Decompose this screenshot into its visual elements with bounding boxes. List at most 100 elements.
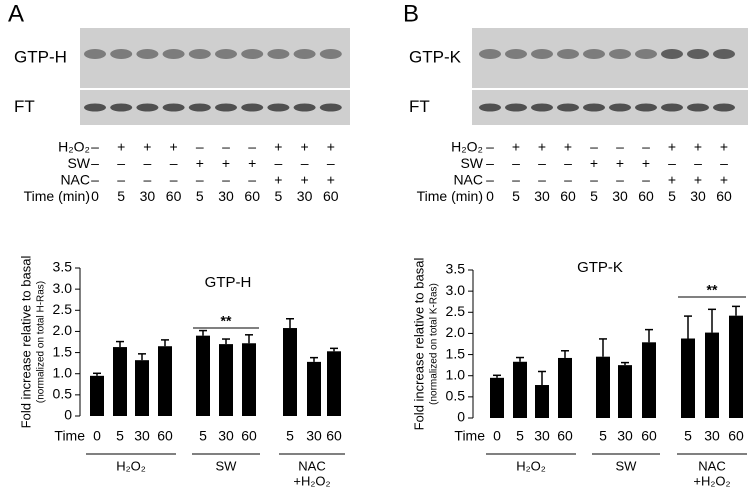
treatment-value: + (616, 155, 624, 171)
treatment-value: 30 (297, 188, 313, 204)
treatment-value: 5 (117, 188, 125, 204)
treatment-value: – (170, 172, 178, 188)
treatment-value: – (222, 139, 230, 155)
x-tick-label: 60 (326, 428, 342, 444)
blot-band (293, 49, 316, 59)
blot-band (557, 49, 579, 59)
blot-band (162, 49, 185, 59)
blot-band (319, 103, 342, 112)
treatment-value: 5 (668, 188, 676, 204)
bar (729, 315, 743, 418)
bar (307, 361, 321, 416)
x-tick-label: 60 (157, 428, 173, 444)
x-tick-label: 60 (728, 428, 744, 444)
group-label: SW (616, 458, 638, 473)
treatment-value: – (222, 172, 230, 188)
y-tick-label: 1.0 (53, 364, 73, 380)
x-tick-label: 5 (116, 428, 124, 444)
treatment-value: + (694, 139, 702, 155)
treatment-value: + (564, 139, 572, 155)
treatment-value: + (196, 155, 204, 171)
y-sublabel: (normalized on total H-Ras) (36, 281, 47, 403)
treatment-value: 5 (512, 188, 520, 204)
x-tick-label: 30 (617, 428, 633, 444)
blot-band (713, 103, 735, 112)
blot-band (267, 103, 290, 112)
y-tick-label: 0.5 (53, 386, 73, 402)
x-tick-label: 5 (199, 428, 207, 444)
blot-band (110, 49, 133, 59)
treatment-value: + (720, 139, 728, 155)
y-tick-label: 3.5 (446, 261, 466, 277)
significance-label: ** (221, 313, 232, 329)
blot-band (531, 103, 553, 112)
treatment-value: + (117, 139, 125, 155)
blot-band (505, 49, 527, 59)
treatment-value: + (590, 155, 598, 171)
y-tick-label: 3.0 (53, 280, 73, 296)
treatment-value: – (720, 155, 728, 171)
y-tick-label: 1.5 (446, 345, 466, 361)
blot-band (479, 49, 501, 59)
x-tick-label: 30 (704, 428, 720, 444)
treatment-value: – (196, 139, 204, 155)
blot-band (215, 103, 237, 112)
treatment-value: – (117, 155, 125, 171)
treatment-value: + (248, 155, 256, 171)
treatment-value: – (248, 172, 256, 188)
treatment-value: – (616, 172, 624, 188)
treatment-name: NAC (60, 172, 90, 188)
treatment-value: – (486, 139, 494, 155)
treatment-value: – (486, 155, 494, 171)
treatment-name: NAC (453, 172, 483, 188)
treatment-value: – (590, 172, 598, 188)
group-label: SW (216, 458, 238, 473)
bar (618, 365, 632, 418)
treatment-value: + (274, 139, 282, 155)
treatment-value: – (327, 155, 335, 171)
treatment-value: 60 (323, 188, 339, 204)
treatment-value: – (512, 172, 520, 188)
x-tick-label: 5 (286, 428, 294, 444)
treatment-value: – (144, 172, 152, 188)
y-tick-label: 2.0 (446, 324, 466, 340)
blot-band (110, 103, 133, 112)
blot-band (215, 49, 237, 59)
x-tick-label: 60 (557, 428, 573, 444)
treatment-value: + (668, 172, 676, 188)
blot-band (241, 49, 264, 59)
y-tick-label: 1.5 (53, 343, 73, 359)
x-tick-label: 30 (306, 428, 322, 444)
chart-title: GTP-K (577, 259, 623, 276)
treatment-value: 30 (612, 188, 628, 204)
treatment-value: – (538, 155, 546, 171)
treatment-value: + (642, 155, 650, 171)
x-tick-label: 5 (684, 428, 692, 444)
bar (219, 344, 233, 416)
blot-band (609, 103, 631, 112)
treatment-name: Time (min) (417, 188, 483, 204)
y-tick-label: 2.5 (53, 301, 73, 317)
x-tick-label: 30 (218, 428, 234, 444)
treatment-value: + (170, 139, 178, 155)
treatment-value: 60 (638, 188, 654, 204)
y-tick-label: 3.5 (53, 259, 73, 275)
blot-band (661, 49, 683, 59)
blot-band (84, 49, 106, 59)
treatment-value: 5 (275, 188, 283, 204)
blot-band (687, 49, 709, 59)
blot-band (241, 103, 264, 112)
blot-band (713, 49, 735, 59)
treatment-value: + (668, 139, 676, 155)
treatment-value: – (275, 155, 283, 171)
blot-band (136, 49, 159, 59)
treatment-value: + (327, 172, 335, 188)
treatment-value: – (91, 172, 99, 188)
y-tick-label: 0 (457, 409, 465, 425)
x-tick-label: 60 (241, 428, 257, 444)
blot-band (505, 103, 527, 112)
blot-band (267, 49, 290, 59)
blot-band (188, 103, 211, 112)
bar (327, 351, 341, 416)
treatment-value: – (642, 172, 650, 188)
